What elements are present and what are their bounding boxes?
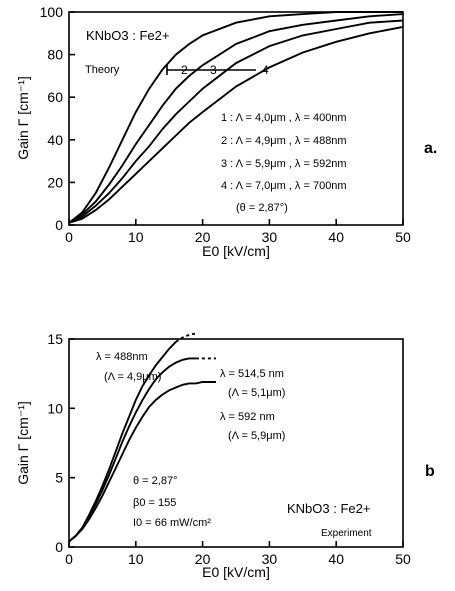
xtick-label: 40 xyxy=(328,229,344,245)
ytick-label: 5 xyxy=(55,470,63,486)
panel-a-label: a. xyxy=(424,140,437,157)
param-intensity: I0 = 66 mW/cm² xyxy=(133,517,211,529)
panel-b-ticks: 0 10 20 30 40 50 0 5 10 15 xyxy=(47,331,411,567)
xtick-label: 0 xyxy=(65,551,73,567)
panel-b-plot-frame xyxy=(68,338,404,548)
series-extrapolation-1 xyxy=(175,332,197,343)
curve-tag-4: 4 xyxy=(262,63,269,77)
ytick-label: 60 xyxy=(47,89,63,105)
panel-b-label: b xyxy=(425,463,435,480)
xtick-label: 30 xyxy=(262,551,278,567)
series-line-3 xyxy=(68,381,216,543)
series-label-488: λ = 488nm xyxy=(96,351,148,363)
param-theta: θ = 2,87° xyxy=(133,475,177,487)
panel-b-note: Experiment xyxy=(321,528,372,539)
series-line-2 xyxy=(68,13,404,224)
legend-entry-2: 2 : Λ = 4,9μm , λ = 488nm xyxy=(221,135,347,147)
panel-a-plot-frame xyxy=(68,11,404,226)
panel-a-curves xyxy=(68,11,404,224)
panel-a-ylabel: Gain Γ [cm⁻¹] xyxy=(15,76,31,160)
curve-tag-3: 3 xyxy=(210,63,217,77)
series-sub-592: (Λ = 5,9μm) xyxy=(228,430,285,442)
panel-a-title: KNbO3 : Fe2+ xyxy=(86,28,169,43)
panel-a-xlabel: E0 [kV/cm] xyxy=(202,243,270,259)
series-sub-514: (Λ = 5,1μm) xyxy=(228,387,285,399)
panel-b-xlabel: E0 [kV/cm] xyxy=(202,564,270,580)
xtick-label: 10 xyxy=(128,551,144,567)
ytick-label: 0 xyxy=(55,539,63,555)
series-label-514: λ = 514,5 nm xyxy=(220,368,284,380)
xtick-label: 10 xyxy=(128,229,144,245)
legend-entry-3: 3 : Λ = 5,9μm , λ = 592nm xyxy=(221,158,347,170)
series-line-2 xyxy=(68,357,196,543)
panel-b-ylabel: Gain Γ [cm⁻¹] xyxy=(15,401,31,485)
legend-note: (θ = 2,87°) xyxy=(236,202,288,214)
series-label-592: λ = 592 nm xyxy=(220,411,275,423)
ytick-label: 10 xyxy=(47,400,63,416)
legend-entry-4: 4 : Λ = 7,0μm , λ = 700nm xyxy=(221,180,347,192)
xtick-label: 0 xyxy=(65,229,73,245)
legend-entry-1: 1 : Λ = 4,0μm , λ = 400nm xyxy=(221,112,347,124)
xtick-label: 50 xyxy=(395,551,411,567)
xtick-label: 30 xyxy=(262,229,278,245)
ytick-label: 40 xyxy=(47,132,63,148)
ytick-label: 0 xyxy=(55,217,63,233)
series-line-1 xyxy=(68,11,403,224)
xtick-label: 40 xyxy=(328,551,344,567)
ytick-label: 15 xyxy=(47,331,63,347)
panel-a-note: Theory xyxy=(85,64,120,76)
xtick-label: 20 xyxy=(195,551,211,567)
ytick-label: 20 xyxy=(47,174,63,190)
ytick-label: 100 xyxy=(40,4,64,20)
series-line-3 xyxy=(68,19,404,224)
param-beta: β0 = 155 xyxy=(133,497,176,509)
panel-a-chart: 0 10 20 30 40 50 0 20 40 60 80 100 KNbO3 : Fe2+ The… xyxy=(15,4,437,259)
panel-b-curves xyxy=(68,332,216,543)
series-sub-488: (Λ = 4,9μm) xyxy=(104,371,161,383)
panel-a-ticks: 0 10 20 30 40 50 0 20 40 60 80 100 xyxy=(40,4,411,245)
series-line-4 xyxy=(68,25,404,224)
panel-b-title: KNbO3 : Fe2+ xyxy=(287,501,370,516)
ytick-label: 80 xyxy=(47,47,63,63)
xtick-label: 20 xyxy=(195,229,211,245)
curve-tag-2: 2 xyxy=(181,63,188,77)
xtick-label: 50 xyxy=(395,229,411,245)
